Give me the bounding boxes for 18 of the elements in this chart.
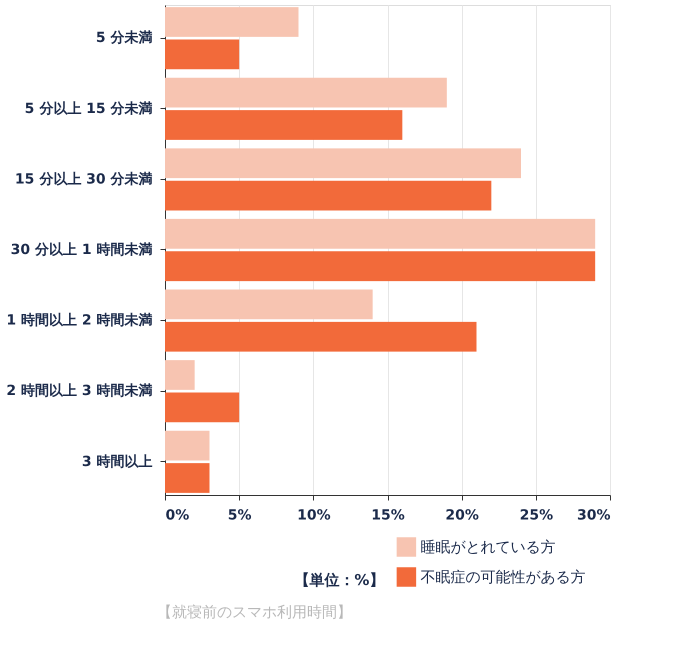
y-tick-label: 15 分以上 30 分未満: [14, 171, 152, 188]
text: 【就寝前のスマホ利用時間】: [157, 603, 352, 621]
x-tick-label: 30%: [576, 508, 610, 524]
y-tick-label: 1 時間以上 2 時間未満: [6, 312, 152, 329]
y-tick-label: 30 分以上 1 時間未満: [10, 242, 152, 258]
text: 【単位：%】: [294, 571, 384, 589]
x-tick-label: 0%: [166, 508, 190, 524]
y-tick-label: 5 分以上 15 分未満: [24, 100, 152, 117]
y-tick-label: 5 分未満: [96, 30, 152, 46]
x-tick-label: 25%: [520, 508, 554, 524]
legend-label: 睡眠がとれている方: [420, 538, 556, 556]
x-tick-label: 15%: [371, 508, 405, 524]
y-tick-label: 3 時間以上: [82, 454, 152, 470]
x-tick-label: 20%: [445, 508, 479, 524]
legend-label: 不眠症の可能性がある方: [420, 568, 586, 586]
y-tick-label: 2 時間以上 3 時間未満: [6, 383, 152, 400]
x-tick-label: 5%: [228, 508, 252, 524]
x-tick-label: 10%: [297, 508, 331, 524]
